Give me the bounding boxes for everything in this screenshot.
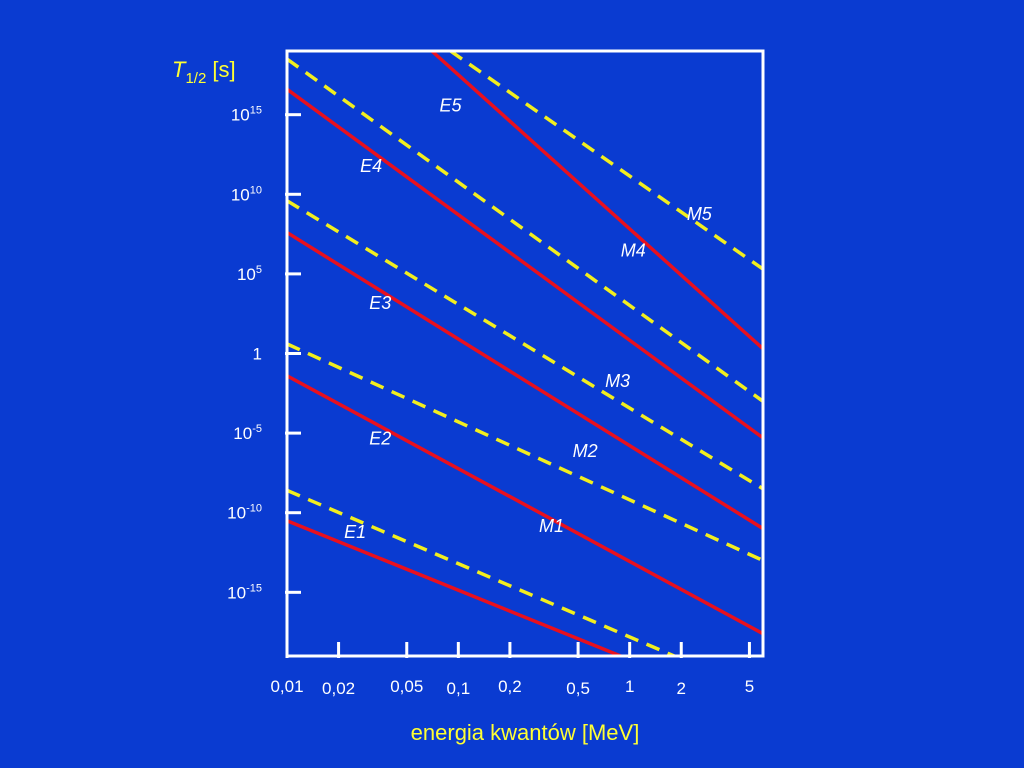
series-line-m2 — [287, 342, 763, 563]
y-tick-label: 105 — [237, 264, 262, 284]
y-tick-label: 1015 — [231, 105, 262, 125]
series-label-e3: E3 — [369, 293, 391, 313]
x-tick-label: 0,5 — [566, 679, 590, 698]
y-axis-title: T1/2 [s] — [172, 57, 236, 87]
series-line-e4 — [287, 87, 763, 440]
x-tick-label: 0,02 — [322, 679, 355, 698]
series-label-e1: E1 — [344, 522, 366, 542]
series-line-m4 — [287, 57, 763, 403]
series-label-e2: E2 — [369, 428, 391, 448]
series-line-e2 — [287, 374, 763, 636]
series-line-m1 — [287, 488, 679, 656]
y-axis-symbol: T — [172, 57, 187, 82]
x-tick-label: 0,01 — [270, 677, 303, 696]
y-axis-subscript: 1/2 — [185, 70, 206, 87]
series-label-e4: E4 — [360, 156, 382, 176]
x-tick-label: 5 — [745, 677, 754, 696]
series-line-m3 — [287, 199, 763, 491]
series-line-e3 — [287, 231, 763, 531]
series-layer — [287, 51, 763, 656]
x-tick-label: 2 — [677, 679, 686, 698]
y-tick-label: 1 — [253, 345, 262, 364]
y-axis: 1015 1010 105 1 10-5 10-10 10-15 — [227, 105, 301, 602]
y-axis-unit: [s] — [206, 57, 235, 82]
series-label-m4: M4 — [621, 240, 646, 260]
x-tick-label: 0,2 — [498, 677, 522, 696]
series-label-m2: M2 — [573, 441, 598, 461]
y-tick-label: 1010 — [231, 184, 262, 204]
x-tick-label: 0,05 — [390, 677, 423, 696]
x-axis: 0,01 0,02 0,05 0,1 0,2 0,5 1 2 5 — [270, 642, 754, 698]
x-axis-title: energia kwantów [MeV] — [411, 720, 640, 745]
x-tick-label: 0,1 — [447, 679, 471, 698]
series-label-layer: E1 E2 E3 E4 E5 M1 M2 M3 M4 M5 — [344, 96, 713, 543]
series-label-m1: M1 — [539, 516, 564, 536]
series-line-e5 — [430, 51, 763, 351]
y-tick-label: 10-15 — [227, 582, 262, 602]
series-line-m5 — [449, 51, 763, 271]
series-line-e1 — [287, 519, 626, 656]
x-tick-label: 1 — [625, 677, 634, 696]
series-label-m5: M5 — [687, 204, 713, 224]
series-label-m3: M3 — [605, 371, 630, 391]
y-tick-label: 10-10 — [227, 503, 262, 523]
series-label-e5: E5 — [439, 96, 462, 116]
y-tick-label: 10-5 — [233, 423, 262, 443]
